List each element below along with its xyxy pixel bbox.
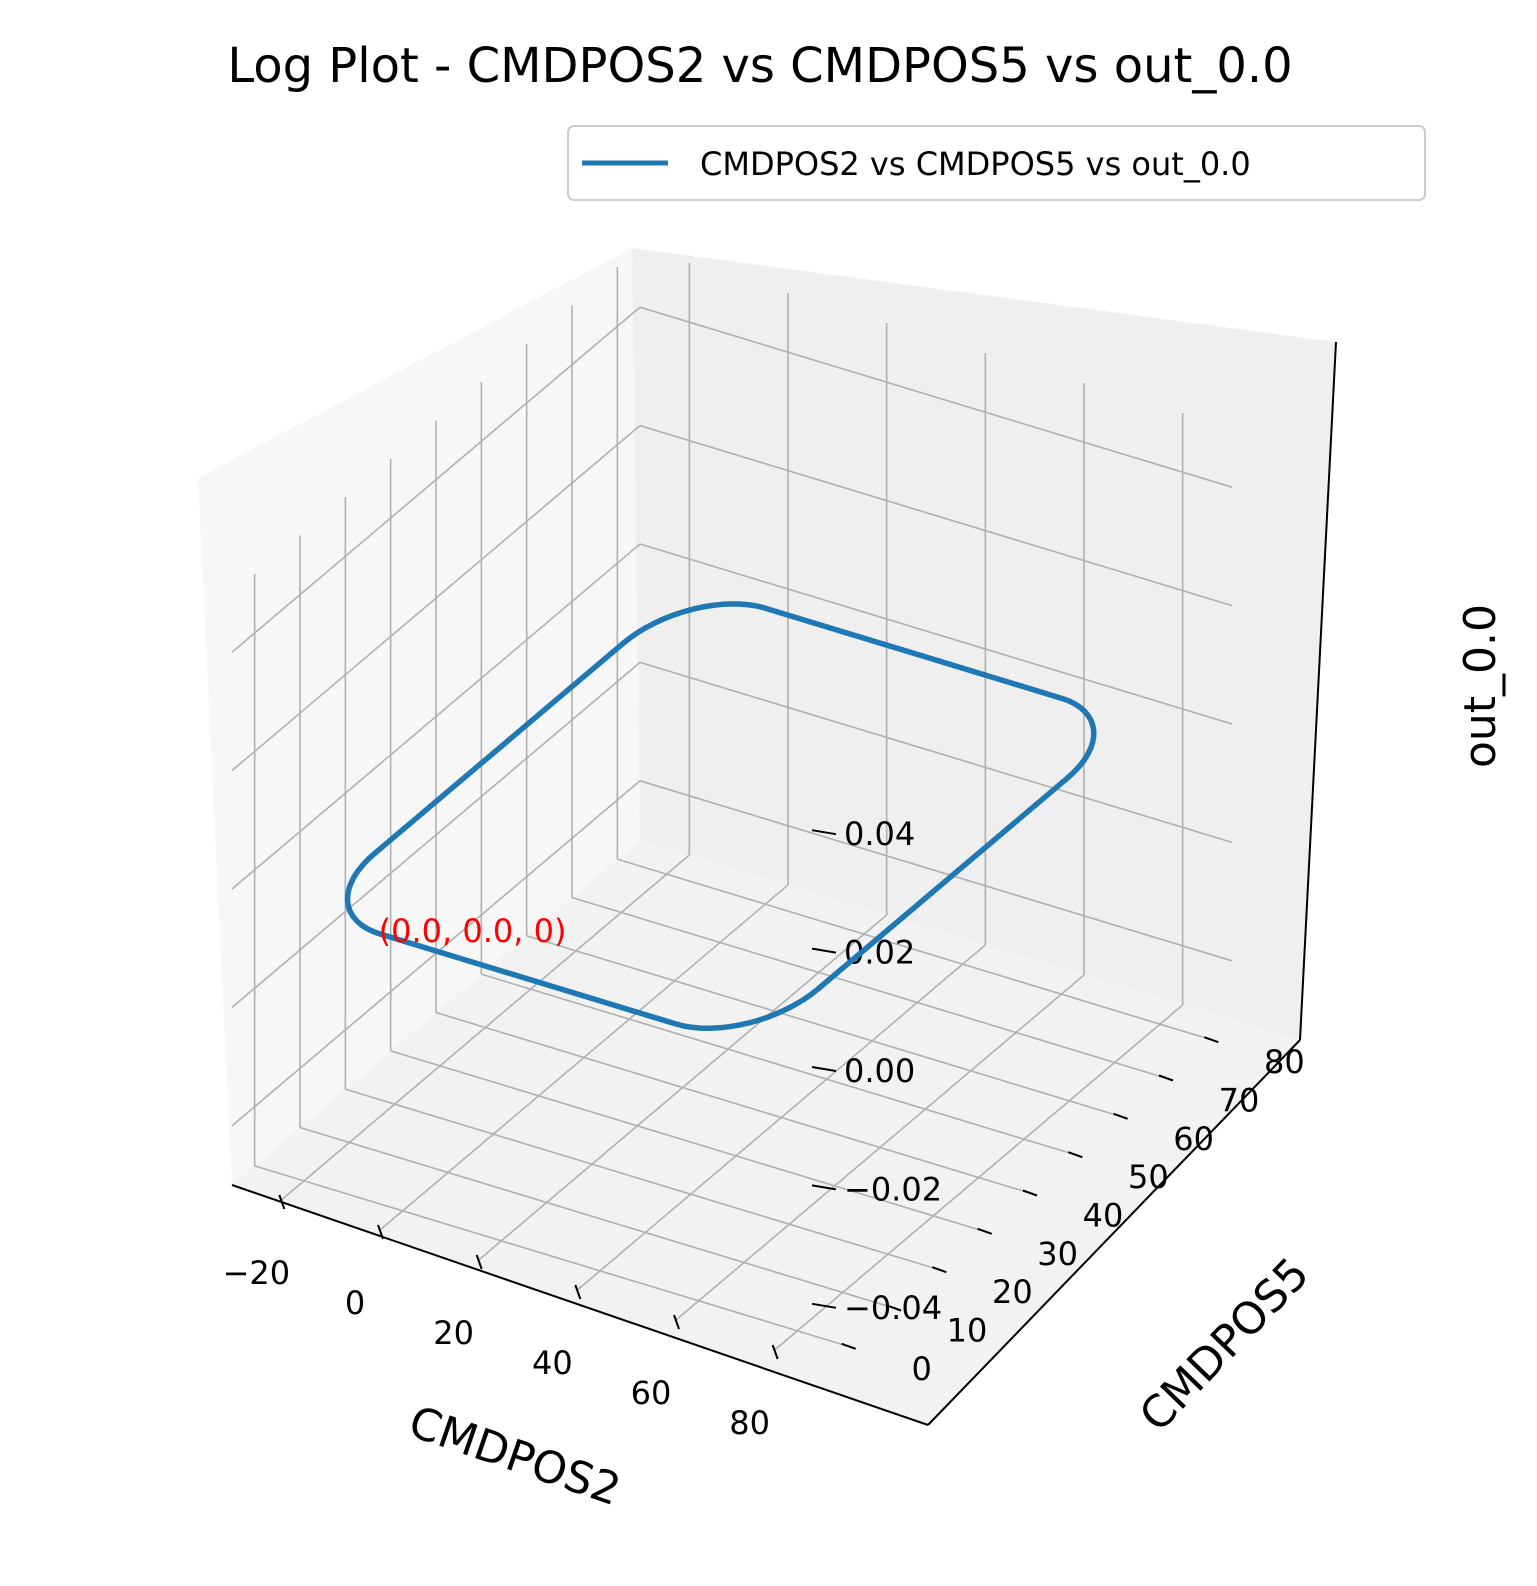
y-grid-floor: [435, 1011, 1029, 1194]
z-grid-back: [639, 661, 1233, 844]
y-grid-floor: [571, 896, 1165, 1079]
x-tick-label: 80: [729, 1404, 770, 1442]
x-tick: [771, 1344, 779, 1360]
x-tick-label: 0: [345, 1284, 365, 1322]
y-tick-label: 10: [947, 1312, 988, 1350]
y-tick: [1022, 1189, 1038, 1197]
y-tick: [841, 1342, 857, 1350]
y-tick-label: 60: [1173, 1120, 1214, 1158]
y-tick: [1158, 1074, 1174, 1082]
point-annotation: (0.0, 0.0, 0): [379, 912, 567, 950]
y-tick: [931, 1266, 947, 1274]
z-tick: [811, 1184, 837, 1191]
x-tick: [673, 1314, 680, 1330]
y-tick-label: 80: [1264, 1043, 1305, 1081]
y-tick-label: 0: [911, 1350, 931, 1388]
x-tick-label: −20: [223, 1254, 291, 1292]
y-tick: [1203, 1036, 1219, 1044]
z-grid-left: [231, 424, 641, 772]
x-tick: [377, 1224, 384, 1240]
z-grid-left: [231, 306, 641, 653]
legend-box: [567, 125, 1426, 201]
y-tick: [1113, 1112, 1129, 1120]
tick-marks-and-labels: −2002040608001020304050607080−0.04−0.020…: [223, 815, 1305, 1442]
x-tick-label: 60: [631, 1374, 672, 1412]
z-tick-label: 0.00: [844, 1052, 915, 1090]
y-grid-floor: [526, 935, 1119, 1117]
y-grid-floor: [390, 1050, 983, 1232]
y-tick-label: 50: [1128, 1158, 1169, 1196]
y-tick-label: 30: [1037, 1235, 1078, 1273]
y-grid-floor: [254, 1165, 847, 1347]
z-tick: [811, 1066, 837, 1072]
chart-title: Log Plot - CMDPOS2 vs CMDPOS5 vs out_0.0: [227, 38, 1292, 94]
y-grid-floor: [481, 973, 1074, 1155]
z-grid-back: [639, 780, 1233, 962]
x-tick: [278, 1194, 286, 1210]
z-tick: [811, 829, 837, 836]
z-axis-label: out_0.0: [1455, 604, 1506, 768]
axes-panes: [198, 248, 1336, 1425]
z-tick: [811, 1302, 837, 1309]
grid-lines: [231, 263, 1233, 1351]
y-tick: [977, 1227, 993, 1235]
z-tick-label: −0.02: [844, 1170, 942, 1208]
legend-label: CMDPOS2 vs CMDPOS5 vs out_0.0: [700, 145, 1251, 183]
left-pane: [198, 248, 640, 1185]
y-tick: [1067, 1151, 1083, 1159]
z-tick: [811, 947, 837, 954]
z-tick-label: −0.04: [844, 1289, 942, 1327]
x-axis-line: [231, 1184, 929, 1426]
x-tick-label: 20: [433, 1314, 474, 1352]
series-line: [344, 601, 1097, 1031]
back-pane: [632, 248, 1336, 1040]
y-grid-floor: [299, 1126, 893, 1309]
y-tick-label: 40: [1083, 1197, 1124, 1235]
y-grid-floor: [617, 858, 1210, 1040]
x-axis-label: CMDPOS2: [403, 1396, 627, 1516]
y-axis-label: CMDPOS5: [1130, 1248, 1319, 1441]
z-tick-label: 0.04: [844, 815, 915, 853]
legend: CMDPOS2 vs CMDPOS5 vs out_0.0: [567, 125, 1426, 201]
z-grid-back: [639, 424, 1233, 607]
axis-lines: [231, 341, 1337, 1426]
x-tick: [574, 1284, 582, 1300]
x-tick: [475, 1254, 483, 1270]
y-tick-label: 20: [992, 1273, 1033, 1311]
x-tick-label: 40: [532, 1344, 573, 1382]
z-grid-left: [231, 543, 641, 890]
series-layer: (0.0, 0.0, 0): [344, 601, 1097, 1031]
y-tick-label: 70: [1219, 1082, 1260, 1120]
y-tick: [886, 1304, 902, 1312]
y-axis-line: [927, 1039, 1301, 1426]
z-grid-back: [639, 306, 1233, 488]
z-grid-left: [231, 661, 641, 1009]
y-grid-floor: [345, 1088, 938, 1270]
z-axis-line: [1299, 341, 1337, 1041]
z-grid-back: [639, 543, 1233, 725]
